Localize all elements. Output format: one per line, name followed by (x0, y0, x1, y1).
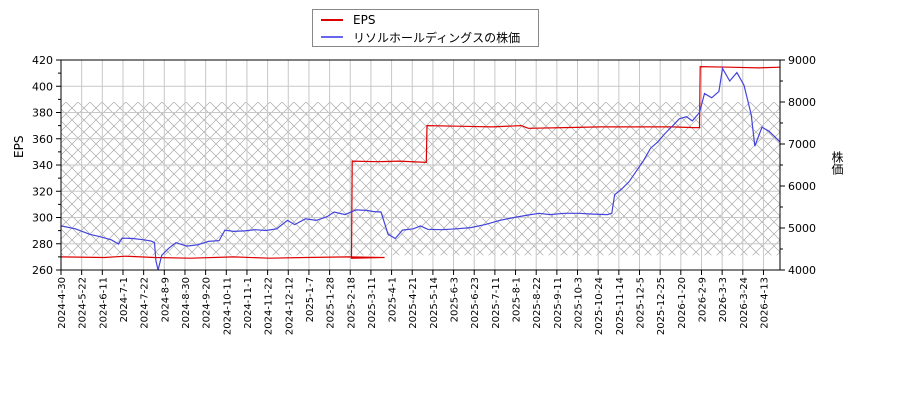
svg-text:2025-9-11: 2025-9-11 (553, 277, 564, 329)
right-axis-title: 株価 (830, 151, 844, 175)
eps-swatch-icon (321, 19, 343, 21)
svg-text:2024-8-30: 2024-8-30 (181, 277, 192, 329)
svg-text:320: 320 (32, 185, 53, 198)
svg-text:340: 340 (32, 159, 53, 172)
svg-text:2025-6-23: 2025-6-23 (470, 277, 481, 329)
svg-text:280: 280 (32, 238, 53, 251)
svg-text:2024-4-30: 2024-4-30 (57, 277, 68, 329)
svg-text:2025-12-25: 2025-12-25 (656, 277, 667, 335)
svg-text:300: 300 (32, 212, 53, 225)
svg-text:2024-7-1: 2024-7-1 (119, 277, 130, 322)
svg-text:2024-6-11: 2024-6-11 (98, 277, 109, 329)
svg-text:400: 400 (32, 80, 53, 93)
svg-text:2025-4-1: 2025-4-1 (388, 277, 399, 322)
svg-text:2025-3-11: 2025-3-11 (367, 277, 378, 329)
svg-text:420: 420 (32, 54, 53, 67)
svg-text:2024-11-22: 2024-11-22 (264, 277, 275, 335)
svg-text:260: 260 (32, 264, 53, 277)
left-axis-title: EPS (12, 135, 26, 158)
svg-text:360: 360 (32, 133, 53, 146)
svg-text:2024-11-1: 2024-11-1 (243, 277, 254, 329)
svg-text:6000: 6000 (788, 180, 816, 193)
svg-text:2024-5-22: 2024-5-22 (78, 277, 89, 329)
left-axis-ticks: 260 280 300 320 340 360 380 400 420 (32, 54, 61, 277)
svg-text:2024-7-22: 2024-7-22 (140, 277, 151, 329)
svg-text:2025-12-5: 2025-12-5 (636, 277, 647, 329)
svg-text:2025-8-22: 2025-8-22 (532, 277, 543, 329)
svg-text:2026-1-20: 2026-1-20 (677, 277, 688, 329)
price-swatch-icon (321, 36, 343, 38)
eps-line (60, 65, 781, 259)
svg-text:9000: 9000 (788, 54, 816, 67)
stock-price-line (60, 66, 781, 271)
svg-text:2025-2-18: 2025-2-18 (346, 277, 357, 329)
svg-text:2026-4-13: 2026-4-13 (759, 277, 770, 329)
hatch-band (61, 102, 780, 256)
svg-text:2024-9-20: 2024-9-20 (202, 277, 213, 329)
svg-text:2025-6-3: 2025-6-3 (450, 277, 461, 322)
legend-label-eps: EPS (353, 13, 376, 27)
svg-text:8000: 8000 (788, 96, 816, 109)
svg-text:2025-10-24: 2025-10-24 (594, 277, 605, 335)
legend: EPS リソルホールディングスの株価 (312, 9, 539, 47)
legend-item-price: リソルホールディングスの株価 (321, 29, 520, 45)
svg-text:4000: 4000 (788, 264, 816, 277)
svg-text:2025-4-21: 2025-4-21 (408, 277, 419, 329)
svg-text:2025-5-14: 2025-5-14 (429, 277, 440, 329)
x-axis-ticks: 2024-4-30 2024-5-22 2024-6-11 2024-7-1 2024-… (57, 270, 770, 335)
svg-text:2026-3-3: 2026-3-3 (718, 277, 729, 322)
svg-text:2024-12-12: 2024-12-12 (284, 277, 295, 335)
svg-text:2025-7-11: 2025-7-11 (491, 277, 502, 329)
legend-label-price: リソルホールディングスの株価 (353, 30, 521, 45)
svg-text:2024-10-11: 2024-10-11 (222, 277, 233, 335)
svg-text:2025-1-7: 2025-1-7 (305, 277, 316, 322)
right-axis-ticks: 4000 5000 6000 7000 8000 9000 (780, 54, 816, 277)
svg-text:2026-2-9: 2026-2-9 (697, 277, 708, 322)
svg-text:380: 380 (32, 107, 53, 120)
legend-item-eps: EPS (321, 12, 375, 28)
svg-text:2025-10-3: 2025-10-3 (574, 277, 585, 329)
svg-text:2025-1-28: 2025-1-28 (326, 277, 337, 329)
svg-text:2024-8-9: 2024-8-9 (160, 277, 171, 322)
svg-text:2025-8-1: 2025-8-1 (512, 277, 523, 322)
svg-text:5000: 5000 (788, 222, 816, 235)
svg-text:7000: 7000 (788, 138, 816, 151)
svg-text:2026-3-24: 2026-3-24 (739, 277, 750, 329)
svg-text:2025-11-14: 2025-11-14 (615, 277, 626, 335)
